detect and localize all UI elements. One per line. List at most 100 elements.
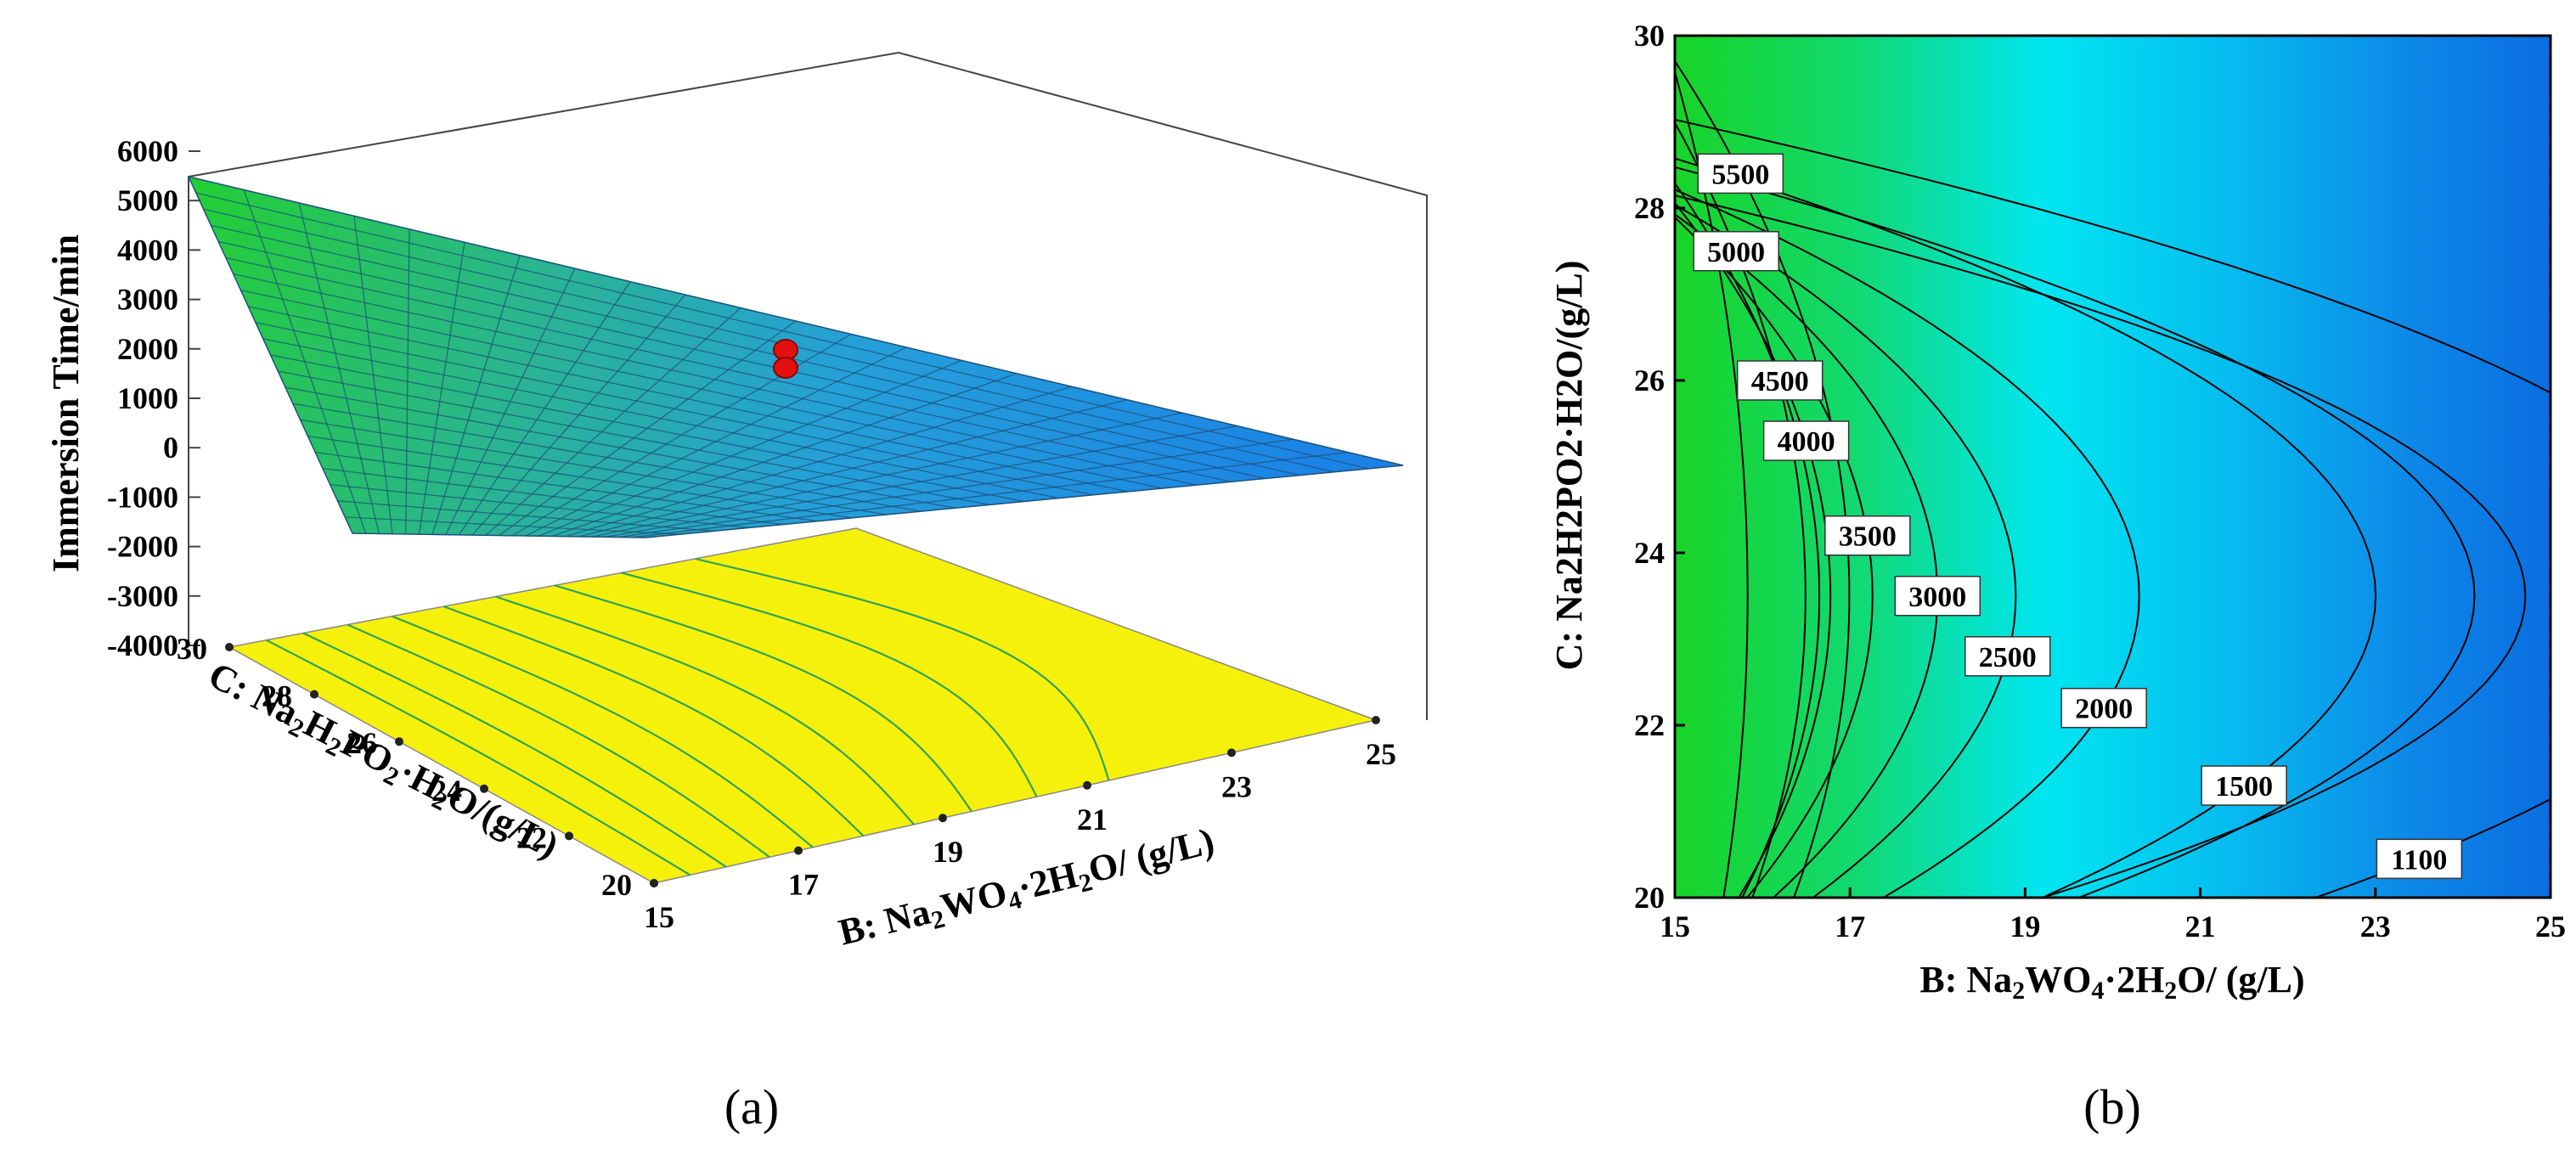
z-axis-title: Immersion Time/min <box>45 234 87 572</box>
contour-label-box <box>1736 360 1823 401</box>
c-tick-mark <box>565 831 573 841</box>
contour-line <box>1675 201 1832 898</box>
contour-label: 3000 <box>1908 582 1966 613</box>
b-tick-mark <box>939 814 947 823</box>
contour-label-box <box>1964 636 2051 677</box>
mesh-line <box>618 438 1294 538</box>
mesh-line <box>632 451 1349 538</box>
mesh-line <box>278 370 990 506</box>
panel-a-label: (a) <box>724 1079 779 1135</box>
mesh-line <box>345 516 680 535</box>
mesh-line <box>565 386 1073 538</box>
mesh-line <box>525 346 907 537</box>
b-tick-mark <box>1083 780 1091 790</box>
contour-plot: 5500 5000 4500 4000 3500 3000 2500 2000 1500 1100… <box>1548 19 2566 1135</box>
b-axis-title-3d: B: Na2WO4·2H2O/ (g/L) <box>835 820 1220 957</box>
surface-mesh <box>188 176 1404 538</box>
floor-contour-line <box>347 623 770 859</box>
b-tick-mark <box>1372 716 1380 724</box>
b-tick-label: 19 <box>933 835 963 869</box>
y-tick-label: 28 <box>1634 191 1665 225</box>
mesh-line <box>285 386 956 509</box>
c-tick-label: 22 <box>516 820 547 854</box>
z-tick-label: 0 <box>163 431 178 465</box>
floor-contour-line <box>302 632 727 868</box>
contour-label-box <box>1894 576 1981 617</box>
z-tick-label: 5000 <box>117 183 178 217</box>
floor-contour-line <box>621 572 1038 797</box>
y-tick-label: 22 <box>1634 708 1665 742</box>
contour-label-box <box>2376 838 2463 880</box>
floor-contour-line <box>443 605 865 837</box>
z-tick-label: 4000 <box>117 233 178 267</box>
contour-label-box <box>1693 231 1779 272</box>
x-tick-label: 19 <box>2010 910 2040 943</box>
b-tick-label: 23 <box>1221 769 1252 803</box>
contour-label: 5500 <box>1711 159 1769 190</box>
contour-line <box>1675 182 1821 898</box>
y-axis-title: C: Na2H2PO2·H2O/(g/L) <box>1548 261 1590 671</box>
mesh-line <box>322 467 784 526</box>
mesh-line <box>292 403 922 512</box>
floor-contour-line <box>495 595 915 825</box>
contour-line <box>1675 216 1874 898</box>
c-tick-label: 30 <box>177 632 207 666</box>
z-tick-label: 6000 <box>117 134 178 168</box>
z-tick-label: 1000 <box>117 381 178 415</box>
b-tick-label: 21 <box>1077 803 1108 836</box>
b-tick-mark <box>650 879 658 887</box>
z-tick-label: 3000 <box>117 283 178 317</box>
c-tick-mark <box>310 690 318 699</box>
contour-line <box>1675 194 2527 898</box>
c-tick-label: 26 <box>347 726 377 760</box>
x-tick-label: 21 <box>2185 910 2216 943</box>
c-tick-label: 20 <box>601 868 632 902</box>
z-tick-label: -4000 <box>107 628 178 662</box>
contour-label: 5000 <box>1707 237 1765 268</box>
mesh-line <box>538 359 962 537</box>
mesh-line <box>352 532 646 538</box>
floor-contour-line <box>554 584 972 813</box>
floor-contour-line <box>695 557 1110 781</box>
y-tick-label: 26 <box>1634 363 1665 397</box>
x-tick-label: 15 <box>1660 910 1690 943</box>
z-tick-label: -3000 <box>107 579 178 613</box>
mesh-line <box>578 399 1128 538</box>
y-tick-label: 30 <box>1634 19 1665 53</box>
contour-label: 3500 <box>1839 521 1897 553</box>
mesh-line <box>307 435 853 519</box>
x-tick-label: 25 <box>2535 910 2566 943</box>
mesh-line <box>551 373 1017 538</box>
y-tick-label: 24 <box>1634 536 1665 570</box>
c-tick-label: 28 <box>262 679 292 713</box>
design-point <box>773 339 798 379</box>
c-tick-mark <box>225 643 234 651</box>
contour-label-box <box>1824 515 1911 556</box>
mesh-line <box>645 465 1404 538</box>
z-tick-label: -1000 <box>107 480 178 514</box>
mesh-line <box>605 425 1238 538</box>
contour-line <box>1675 118 2551 898</box>
b-tick-mark <box>1227 748 1236 758</box>
contour-label: 1500 <box>2215 771 2273 803</box>
x-axis-ticks: 15 17 19 21 23 25 <box>1660 887 2566 943</box>
mesh-line <box>592 412 1183 538</box>
c-tick-mark <box>395 737 403 746</box>
box-back-frame <box>188 51 1428 720</box>
contour-line <box>1675 204 2017 898</box>
mesh-line <box>315 451 818 522</box>
contour-label: 2000 <box>2075 694 2133 725</box>
contour-line <box>1675 213 1939 898</box>
floor-contour-line <box>392 615 814 848</box>
mesh-line <box>337 500 715 532</box>
b-tick-label: 15 <box>644 900 674 934</box>
floor-contours <box>265 557 1110 876</box>
z-tick-label: 2000 <box>117 332 178 366</box>
contour-frame <box>1673 34 2552 899</box>
y-tick-label: 20 <box>1634 881 1665 915</box>
contour-label-box <box>1762 420 1850 461</box>
contour-label: 2500 <box>1979 642 2037 673</box>
b-tick-label: 25 <box>1366 737 1396 771</box>
contour-line <box>1675 189 2140 898</box>
c-tick-mark <box>480 784 488 793</box>
